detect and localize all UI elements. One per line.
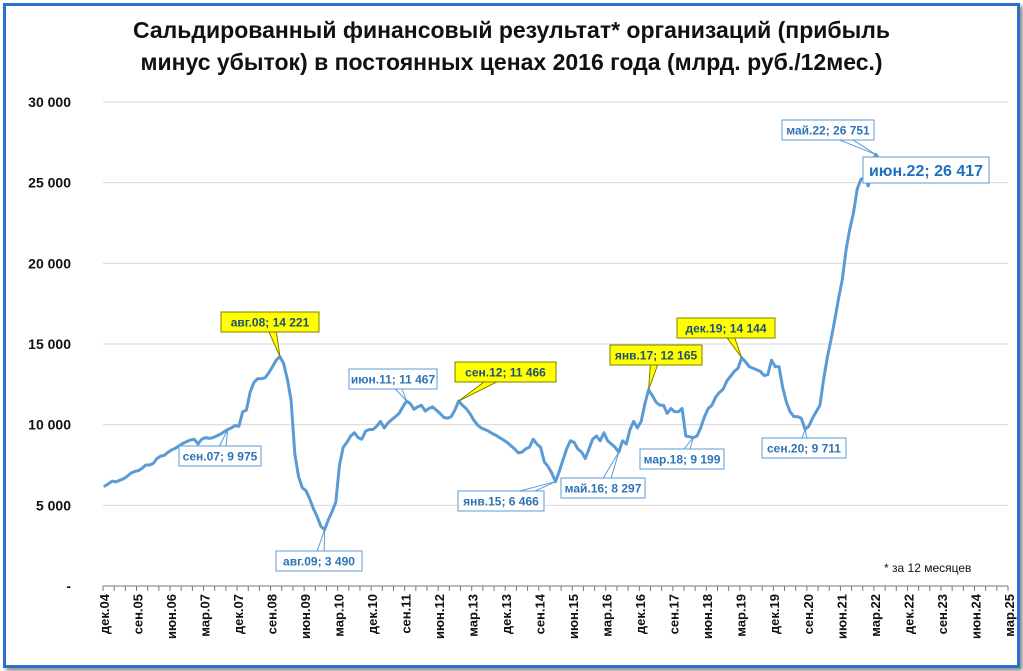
gridlines xyxy=(103,101,1008,587)
callout-box xyxy=(676,317,776,339)
x-tick-label: мар.16 xyxy=(600,594,615,637)
callout-label: мар.18; 9 199 xyxy=(644,452,721,466)
callouts: сен.07; 9 975 авг.08; 14 221 авг.09; 3 490… xyxy=(178,119,990,572)
callout: сен.12; 11 466 xyxy=(454,361,557,402)
callout: дек.19; 14 144 xyxy=(676,317,776,359)
callout: июн.11; 11 467 xyxy=(348,368,438,402)
y-tick-label: 20 000 xyxy=(28,255,71,271)
callout-label: сен.07; 9 975 xyxy=(183,449,258,463)
callout-label: сен.12; 11 466 xyxy=(465,365,546,379)
x-tick-label: июн.06 xyxy=(164,594,179,639)
x-tick-label: июн.09 xyxy=(298,594,313,639)
x-tick-label: мар.22 xyxy=(868,594,883,637)
callout-box xyxy=(560,477,646,499)
x-tick-label: июн.21 xyxy=(834,594,849,639)
x-tick-label: мар.19 xyxy=(734,594,749,637)
x-tick-label: сен.20 xyxy=(801,594,816,634)
callout: сен.20; 9 711 xyxy=(761,427,847,459)
callout-box xyxy=(220,311,320,333)
callout-box xyxy=(862,156,990,184)
y-tick-label: 30 000 xyxy=(28,94,71,110)
x-tick-label: дек.10 xyxy=(365,594,380,634)
callout-box xyxy=(178,445,262,467)
x-tick-label: июн.18 xyxy=(700,594,715,639)
callout-label: сен.20; 9 711 xyxy=(767,441,841,455)
x-tick-label: мар.13 xyxy=(466,594,481,637)
x-tick-label: дек.04 xyxy=(97,593,112,634)
callout-box xyxy=(348,368,438,390)
callout: мар.18; 9 199 xyxy=(639,437,725,470)
callout: авг.08; 14 221 xyxy=(220,311,320,357)
callout: янв.17; 12 165 xyxy=(609,344,703,390)
footnote: * за 12 месяцев xyxy=(884,561,972,575)
chart-title-line-2: минус убыток) в постоянных ценах 2016 го… xyxy=(140,49,883,75)
callout-box xyxy=(639,448,725,470)
x-tick-label: июн.12 xyxy=(432,594,447,639)
callout-label: янв.17; 12 165 xyxy=(615,348,698,362)
callout-label: июн.22; 26 417 xyxy=(869,163,983,180)
callout-label: авг.08; 14 221 xyxy=(231,315,310,329)
x-tick-label: сен.11 xyxy=(399,594,414,634)
callout-label: май.16; 8 297 xyxy=(565,481,642,495)
callout-label: авг.09; 3 490 xyxy=(283,554,355,568)
series-line-layer xyxy=(103,152,881,532)
x-axis: дек.04 сен.05 июн.06 мар.07 дек.07 сен.08 июн.… xyxy=(97,586,1017,639)
x-tick-label: июн.15 xyxy=(566,594,581,639)
callout-box xyxy=(761,437,847,459)
callout-label: июн.11; 11 467 xyxy=(351,372,436,386)
x-tick-label: дек.22 xyxy=(901,594,916,634)
x-tick-label: сен.23 xyxy=(935,594,950,634)
y-tick-label: 15 000 xyxy=(28,336,71,352)
callout-box xyxy=(609,344,703,366)
callout: авг.09; 3 490 xyxy=(275,529,363,572)
callout-label: дек.19; 14 144 xyxy=(685,321,766,335)
x-tick-label: мар.25 xyxy=(1002,594,1017,637)
callout: май.22; 26 751 xyxy=(781,119,877,155)
y-tick-label: 5 000 xyxy=(36,497,71,513)
callout-label: май.22; 26 751 xyxy=(786,123,870,137)
callout-box xyxy=(275,550,363,572)
callout: июн.22; 26 417 xyxy=(862,156,990,184)
chart-title-line-1: Сальдированный финансовый результат* орг… xyxy=(133,17,890,43)
x-tick-label: дек.19 xyxy=(767,594,782,634)
y-tick-label: 10 000 xyxy=(28,417,71,433)
callout-box xyxy=(454,361,557,383)
callout: янв.15; 6 466 xyxy=(457,481,556,512)
chart-title: Сальдированный финансовый результат* орг… xyxy=(0,14,1023,78)
x-tick-label: сен.08 xyxy=(264,594,279,634)
x-tick-label: июн.24 xyxy=(968,593,983,639)
callout-box xyxy=(457,490,545,512)
series-line xyxy=(103,152,881,532)
x-tick-label: мар.07 xyxy=(197,594,212,637)
chart-frame xyxy=(3,3,1020,668)
x-tick-label: сен.14 xyxy=(533,593,548,634)
x-tick-label: дек.13 xyxy=(499,594,514,634)
x-tick-label: сен.17 xyxy=(667,594,682,634)
callout: май.16; 8 297 xyxy=(560,451,646,499)
x-tick-label: дек.16 xyxy=(633,594,648,634)
callout-label: янв.15; 6 466 xyxy=(463,494,539,508)
y-tick-label: 25 000 xyxy=(28,175,71,191)
x-tick-label: дек.07 xyxy=(231,594,246,634)
y-axis: - 5 000 10 000 15 000 20 000 25 000 30 000 xyxy=(28,94,71,594)
callout-box xyxy=(781,119,875,141)
x-tick-label: сен.05 xyxy=(130,594,145,634)
callout: сен.07; 9 975 xyxy=(178,429,262,467)
x-tick-label: мар.10 xyxy=(331,594,346,637)
y-tick-label: - xyxy=(66,578,71,594)
